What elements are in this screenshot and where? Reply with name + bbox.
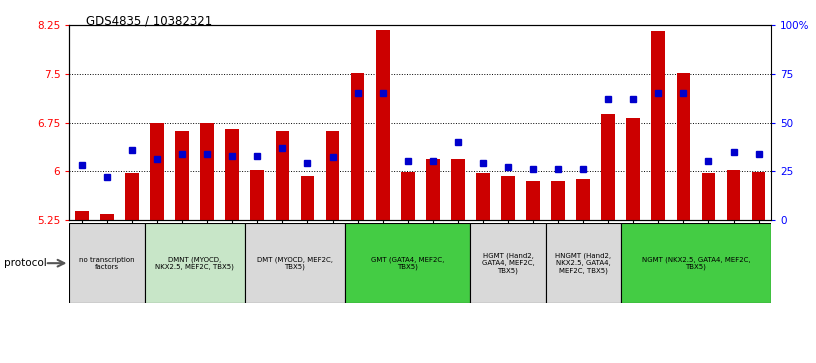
Text: DMT (MYOCD, MEF2C,
TBX5): DMT (MYOCD, MEF2C, TBX5) [257, 256, 333, 270]
Bar [144, 223, 245, 303]
Text: GMT (GATA4, MEF2C,
TBX5): GMT (GATA4, MEF2C, TBX5) [371, 256, 445, 270]
Bar [276, 131, 290, 220]
Text: protocol: protocol [4, 258, 47, 268]
Bar [546, 223, 621, 303]
Bar [752, 172, 765, 220]
Bar [150, 123, 164, 220]
Bar [245, 223, 345, 303]
Text: HNGMT (Hand2,
NKX2.5, GATA4,
MEF2C, TBX5): HNGMT (Hand2, NKX2.5, GATA4, MEF2C, TBX5… [555, 253, 611, 274]
Bar [175, 131, 189, 220]
Text: GDS4835 / 10382321: GDS4835 / 10382321 [86, 15, 212, 28]
Bar [75, 211, 89, 220]
Bar [470, 223, 546, 303]
Bar [621, 223, 771, 303]
Bar [300, 176, 314, 220]
Text: NGMT (NKX2.5, GATA4, MEF2C,
TBX5): NGMT (NKX2.5, GATA4, MEF2C, TBX5) [641, 256, 750, 270]
Bar [345, 223, 470, 303]
Bar [225, 129, 239, 220]
Bar [576, 179, 590, 220]
Bar [451, 159, 465, 220]
Bar [69, 223, 144, 303]
Bar [351, 73, 365, 220]
Text: DMNT (MYOCD,
NKX2.5, MEF2C, TBX5): DMNT (MYOCD, NKX2.5, MEF2C, TBX5) [155, 256, 234, 270]
Text: HGMT (Hand2,
GATA4, MEF2C,
TBX5): HGMT (Hand2, GATA4, MEF2C, TBX5) [481, 253, 534, 274]
Bar [501, 176, 515, 220]
Bar [125, 173, 139, 220]
Bar [326, 131, 339, 220]
Bar [426, 159, 440, 220]
Bar [726, 170, 740, 220]
Bar [551, 181, 565, 220]
Bar [702, 173, 716, 220]
Bar [526, 181, 540, 220]
Bar [401, 172, 415, 220]
Bar [375, 30, 389, 220]
Bar [601, 114, 615, 220]
Bar [200, 123, 214, 220]
Bar [476, 173, 490, 220]
Bar [251, 170, 264, 220]
Text: no transcription
factors: no transcription factors [79, 257, 135, 270]
Bar [100, 214, 114, 220]
Bar [651, 30, 665, 220]
Bar [627, 118, 641, 220]
Bar [676, 73, 690, 220]
